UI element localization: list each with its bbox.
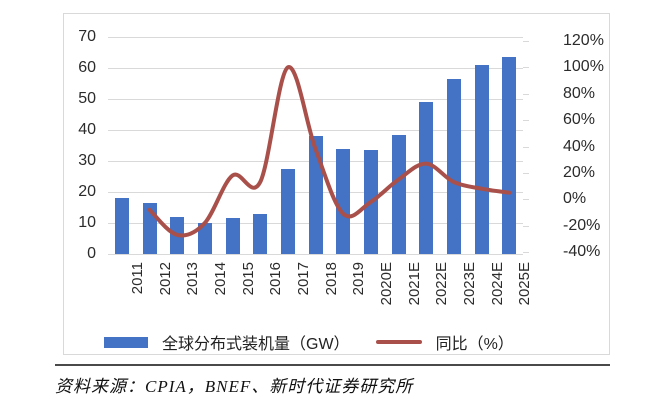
grid-line	[108, 68, 523, 69]
x-axis-tick-label: 2011	[128, 262, 146, 295]
grid-line	[108, 37, 523, 38]
chart-legend: 全球分布式装机量（GW） 同比（%）	[104, 332, 514, 353]
x-axis-tick-label: 2015	[239, 262, 257, 296]
x-axis-tick-label: 2020E	[377, 262, 395, 306]
left-axis-tick-label: 50	[78, 90, 96, 107]
legend-line-swatch	[375, 340, 422, 344]
bar	[253, 213, 268, 254]
right-axis-tick	[523, 67, 529, 69]
left-axis-tick-label: 30	[78, 152, 96, 169]
bar	[142, 202, 157, 254]
bar	[363, 150, 378, 254]
bar	[225, 218, 240, 254]
x-axis-tick-label: 2018	[322, 262, 340, 296]
bar	[474, 64, 489, 254]
x-axis-tick-label: 2019	[350, 262, 368, 296]
left-axis-tick-label: 40	[78, 121, 96, 138]
data-source-text: 资料来源：CPIA，BNEF、新时代证券研究所	[55, 377, 414, 396]
x-axis-tick-label: 2014	[211, 262, 229, 296]
left-axis-tick-label: 10	[78, 214, 96, 231]
bar	[280, 168, 295, 254]
left-axis-tick-label: 60	[78, 59, 96, 76]
x-axis-tick-label: 2017	[294, 262, 312, 296]
right-axis-tick-label: 120%	[563, 32, 604, 49]
right-axis-tick-label: -40%	[563, 243, 601, 260]
bar	[391, 134, 406, 254]
right-axis-tick	[523, 199, 529, 201]
bar	[114, 198, 129, 254]
bar	[419, 102, 434, 254]
x-axis-tick-label: 2022E	[433, 262, 451, 306]
legend-bar-label: 全球分布式装机量（GW）	[162, 336, 350, 353]
x-axis-tick-label: 2021E	[405, 262, 423, 306]
grid-line	[108, 254, 523, 255]
right-axis-tick	[523, 93, 529, 95]
left-axis-tick-label: 0	[87, 245, 96, 262]
left-axis-tick-label: 20	[78, 183, 96, 200]
x-axis-tick-label: 2024E	[488, 262, 506, 306]
right-axis-tick-label: 40%	[563, 137, 596, 155]
right-axis-tick-label: 20%	[563, 163, 596, 181]
legend-line-label: 同比（%）	[435, 336, 514, 353]
right-axis-tick-label: -20%	[563, 216, 601, 234]
x-axis-tick-label: 2013	[184, 262, 202, 296]
right-axis-tick	[523, 41, 529, 42]
x-axis-tick-label: 2023E	[460, 262, 478, 306]
right-axis-tick	[523, 252, 529, 253]
right-axis-tick	[523, 172, 529, 174]
x-axis-tick-label: 2025E	[516, 262, 534, 306]
bar	[308, 136, 323, 254]
left-axis-tick-label: 70	[78, 28, 96, 45]
x-axis-tick-label: 2012	[156, 262, 174, 296]
right-axis-tick	[523, 146, 529, 148]
source-divider-rule	[55, 364, 610, 366]
bar	[502, 57, 517, 254]
bar	[336, 148, 351, 254]
right-axis-tick	[523, 225, 529, 227]
right-axis-tick-label: 60%	[563, 111, 596, 129]
right-axis-tick-label: 100%	[563, 58, 604, 76]
bar	[446, 78, 461, 254]
legend-bar-swatch	[104, 336, 148, 348]
right-axis-tick	[523, 120, 529, 122]
right-axis-tick-label: 80%	[563, 84, 596, 102]
right-axis-tick-label: 0%	[563, 190, 587, 208]
x-axis-tick-label: 2016	[267, 262, 285, 296]
bar	[197, 223, 212, 254]
bar	[170, 216, 185, 254]
